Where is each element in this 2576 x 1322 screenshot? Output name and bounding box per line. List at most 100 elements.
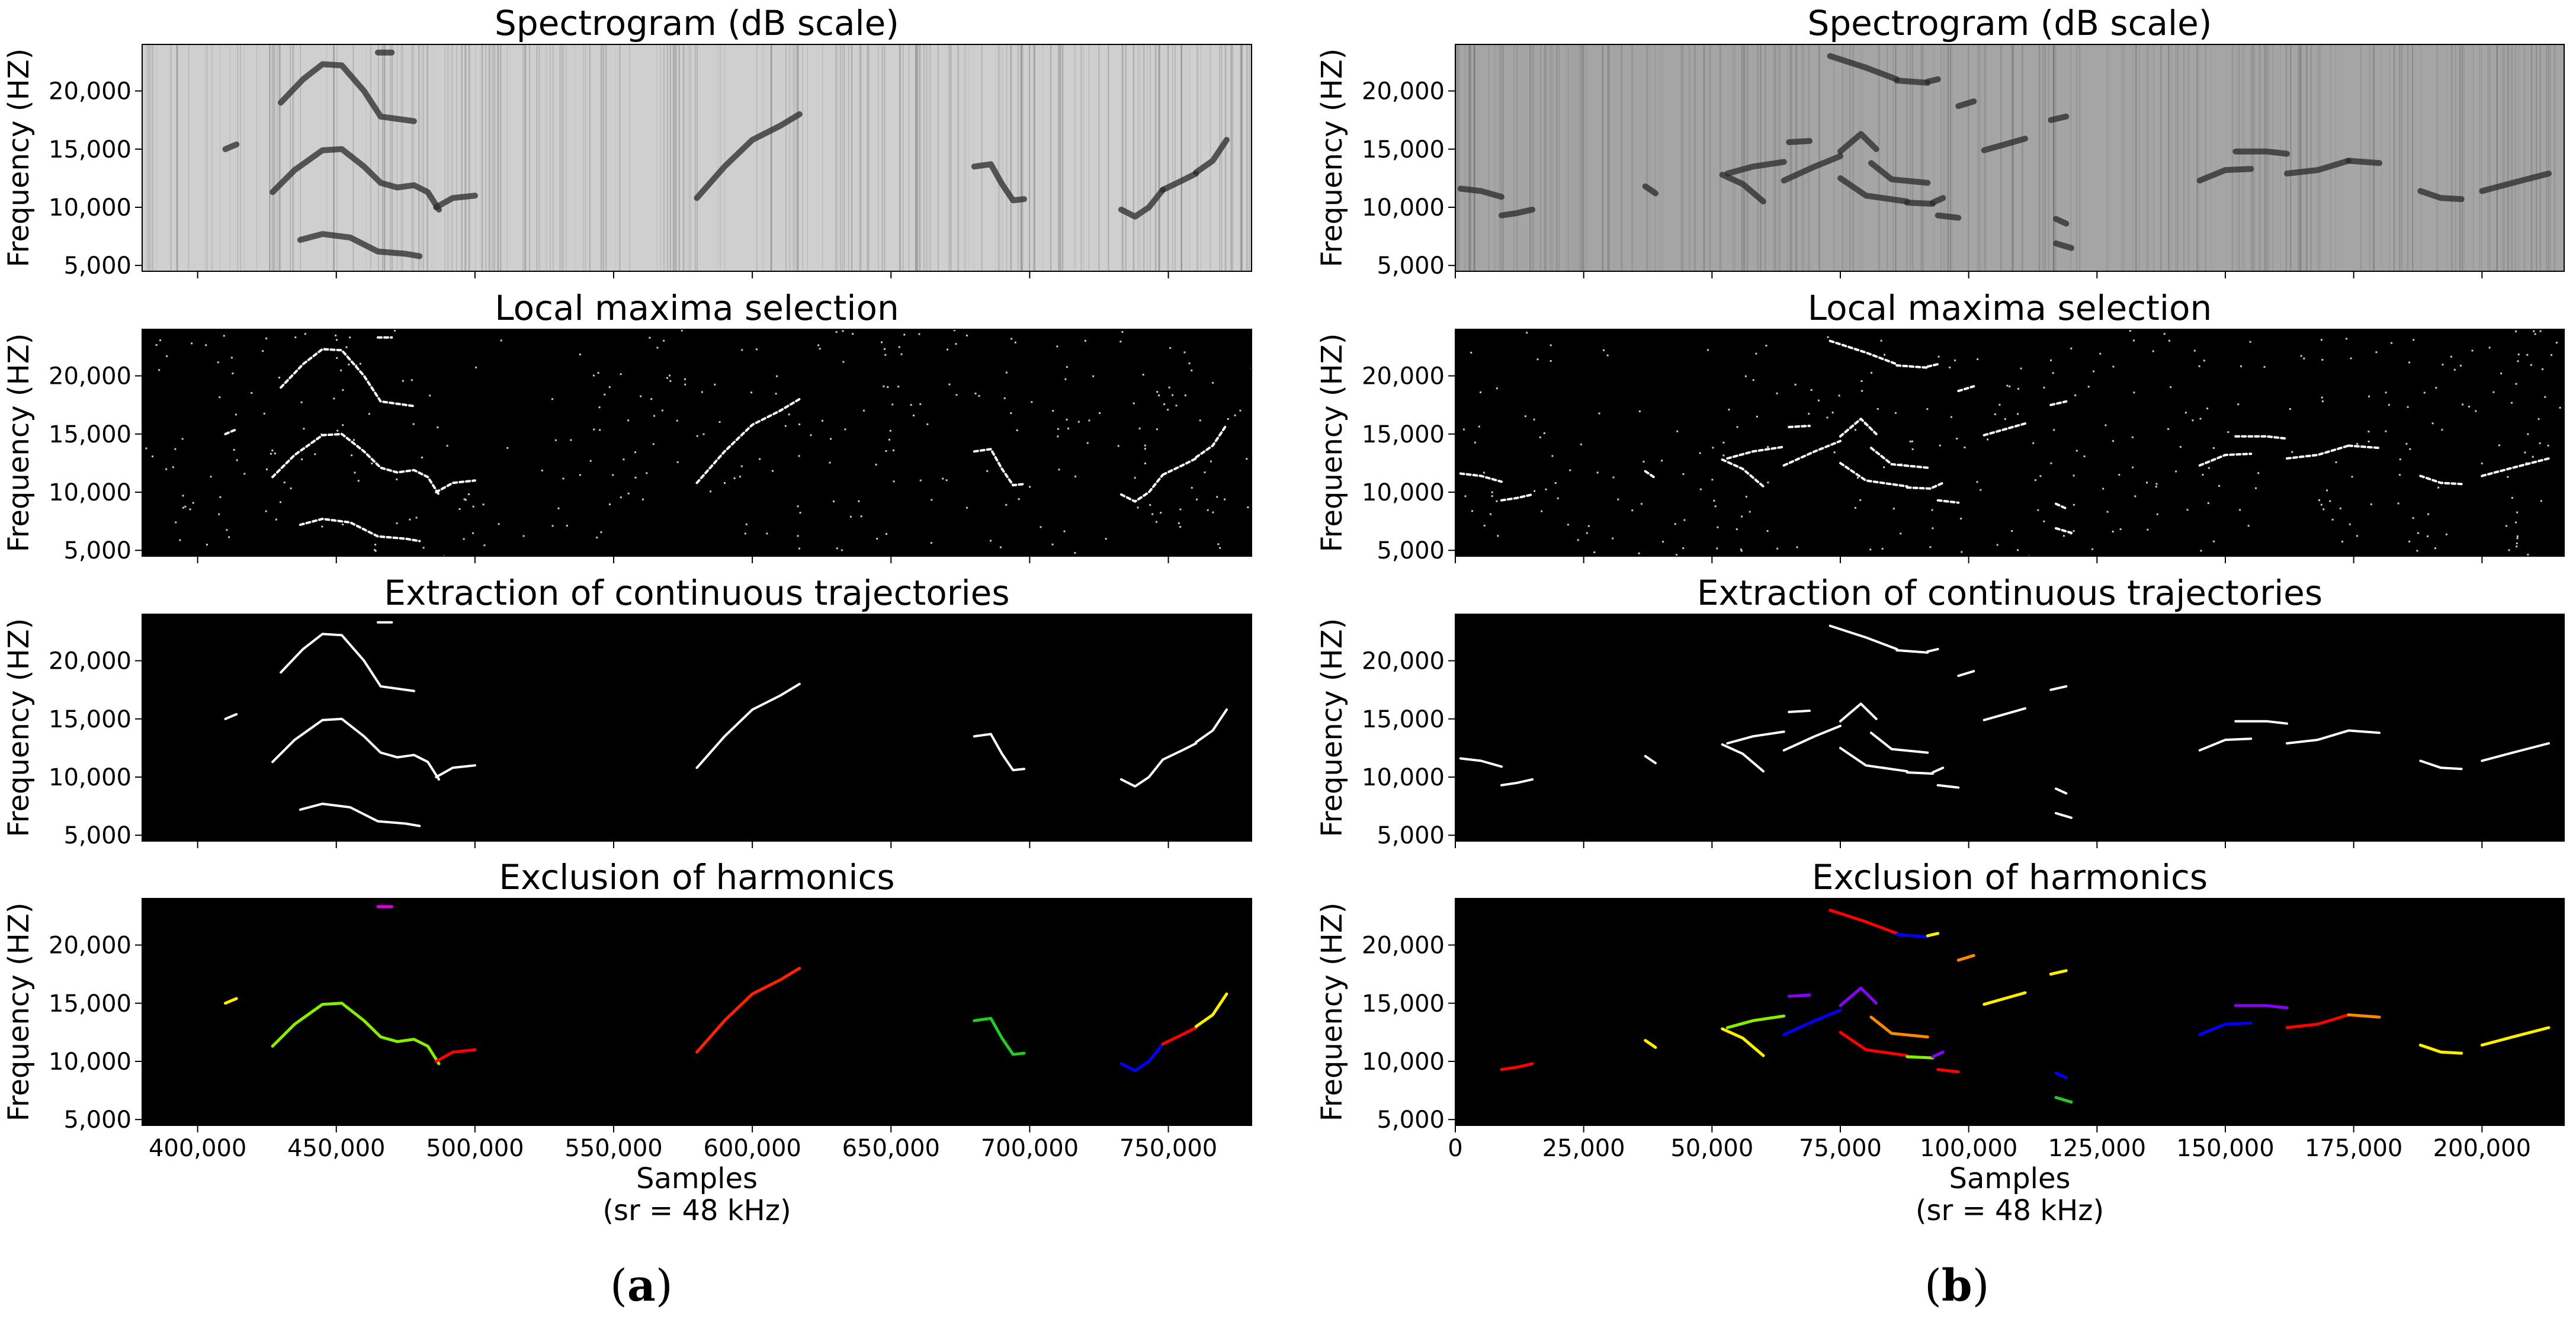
maxima-point xyxy=(1861,390,1863,392)
maxima-point xyxy=(978,394,980,397)
maxima-point xyxy=(1526,332,1528,334)
maxima-point xyxy=(1676,554,1678,556)
maxima-point xyxy=(500,339,502,342)
maxima-point xyxy=(1587,525,1590,527)
maxima-point xyxy=(965,335,968,337)
trajectory-a4 xyxy=(435,764,476,778)
maxima-point xyxy=(640,395,642,397)
maxima-point xyxy=(1524,415,1526,418)
maxima-point xyxy=(2070,532,2073,535)
maxima-point xyxy=(634,476,637,479)
maxima-point xyxy=(1735,528,1738,530)
maxima-point xyxy=(2119,528,2122,530)
trajectory-b12 xyxy=(1828,339,1898,365)
maxima-point xyxy=(562,477,564,480)
maxima-point xyxy=(893,480,895,483)
maxima-point xyxy=(676,461,679,463)
maxima-point xyxy=(2004,418,2006,421)
maxima-point xyxy=(554,439,557,441)
trajectory-b1 xyxy=(1499,206,1535,219)
maxima-point xyxy=(359,362,361,365)
maxima-point xyxy=(1827,336,1829,338)
maxima-point xyxy=(374,548,376,551)
trajectory-b18 xyxy=(2048,113,2070,123)
trajectory-b10 xyxy=(1905,486,1934,490)
maxima-point xyxy=(1980,489,1982,491)
maxima-point xyxy=(2052,372,2054,374)
subplot-title: Spectrogram (dB scale) xyxy=(1808,3,2212,43)
caption-a: (a) xyxy=(610,1260,673,1311)
maxima-point xyxy=(2481,475,2483,477)
maxima-point xyxy=(1860,380,1863,382)
maxima-point xyxy=(656,346,659,349)
x-tick-label: 200,000 xyxy=(2433,1135,2531,1162)
maxima-point xyxy=(885,532,887,535)
maxima-point xyxy=(2011,530,2013,532)
y-axis-label: Frequency (HZ) xyxy=(2,333,36,553)
maxima-point xyxy=(2391,342,2393,344)
trajectory-b25 xyxy=(2419,759,2463,771)
maxima-point xyxy=(2254,487,2257,489)
trajectory-b13 xyxy=(1895,649,1929,654)
maxima-point xyxy=(1551,455,1554,457)
maxima-point xyxy=(609,503,611,505)
trajectory-b11 xyxy=(1932,482,1945,489)
trajectory-b1h xyxy=(1457,185,1504,200)
maxima-point xyxy=(1717,526,1719,528)
maxima-point xyxy=(2129,330,2131,332)
trajectory-b14 xyxy=(1926,932,1940,938)
y-tick-label: 5,000 xyxy=(1377,822,1445,849)
trajectory-b10 xyxy=(1905,1055,1935,1060)
maxima-point xyxy=(1586,532,1588,534)
maxima-point xyxy=(2152,350,2154,352)
maxima-point xyxy=(1674,523,1676,525)
maxima-point xyxy=(412,423,415,425)
subplot-title: Local maxima selection xyxy=(1808,288,2212,328)
x-axis-sublabel: (sr = 48 kHz) xyxy=(602,1194,791,1227)
maxima-point xyxy=(2550,354,2552,356)
maxima-point xyxy=(2388,404,2390,406)
maxima-point xyxy=(1052,410,1054,412)
maxima-point xyxy=(2435,387,2437,389)
maxima-point xyxy=(2417,532,2420,534)
x-tick-label: 450,000 xyxy=(287,1135,385,1162)
maxima-point xyxy=(2167,428,2170,430)
trajectory-a7 xyxy=(695,967,801,1054)
maxima-point xyxy=(1183,351,1186,354)
maxima-point xyxy=(1755,352,1757,355)
maxima-point xyxy=(1931,509,1933,511)
trajectory-b19 xyxy=(2055,502,2068,510)
maxima-point xyxy=(589,460,592,462)
x-tick-label: 175,000 xyxy=(2305,1135,2402,1162)
maxima-point xyxy=(1876,407,1879,410)
maxima-point xyxy=(1722,441,1725,444)
maxima-point xyxy=(885,450,887,452)
maxima-point xyxy=(233,448,235,451)
maxima-point xyxy=(1191,487,1193,489)
maxima-point xyxy=(342,524,344,526)
plot-area xyxy=(1459,624,2550,819)
maxima-point xyxy=(1810,389,1812,392)
maxima-point xyxy=(1040,526,1042,528)
trajectory-b18 xyxy=(2049,969,2068,976)
x-tick-label: 25,000 xyxy=(1542,1135,1625,1162)
trajectory-a10 xyxy=(1160,171,1199,193)
maxima-point xyxy=(919,403,922,405)
trajectory-b21 xyxy=(2198,1021,2253,1037)
maxima-point xyxy=(1987,438,1989,441)
maxima-point xyxy=(2335,461,2337,463)
trajectory-b20 xyxy=(2055,527,2073,534)
x-axis-label: Samples xyxy=(1949,1162,2071,1195)
maxima-point xyxy=(1074,475,1077,477)
trajectory-a4 xyxy=(433,192,478,210)
maxima-point xyxy=(2073,474,2075,477)
trajectory-a9 xyxy=(1119,473,1165,503)
maxima-point xyxy=(1247,506,1249,509)
maxima-point xyxy=(2237,403,2240,406)
maxima-point xyxy=(2075,450,2078,452)
trajectory-b3 xyxy=(1719,172,1766,205)
trajectory-b8 xyxy=(1839,1031,1909,1057)
plot-frame xyxy=(142,614,1252,842)
maxima-point xyxy=(483,544,486,547)
trajectory-b10 xyxy=(1904,200,1936,207)
